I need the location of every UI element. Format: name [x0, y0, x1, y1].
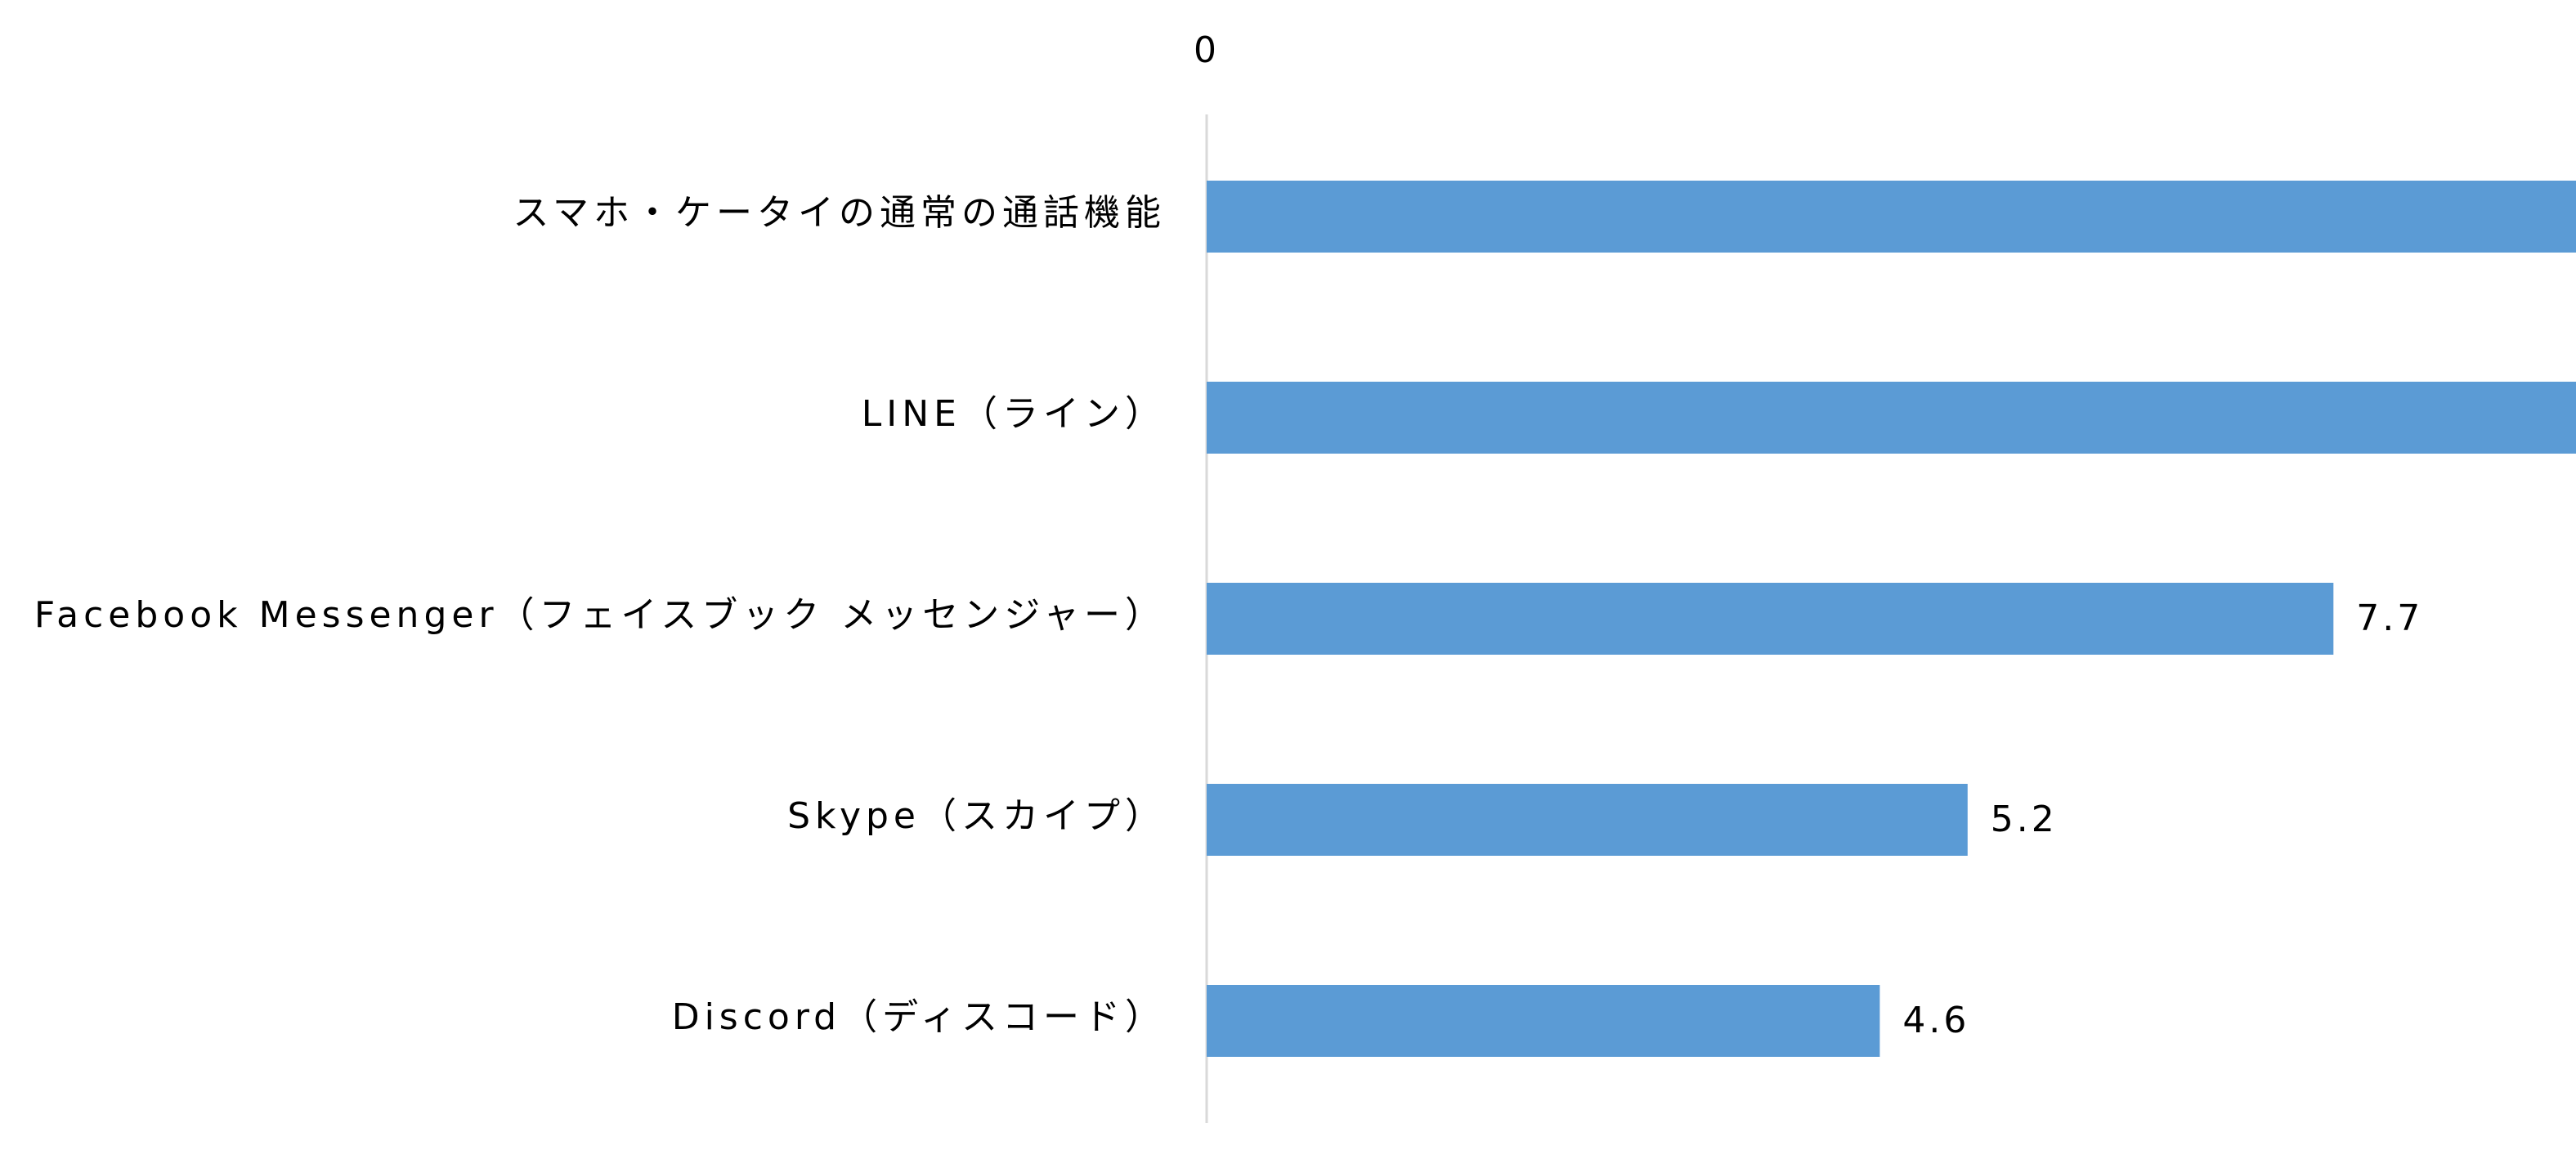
- value-labels: 78.467.57.75.24.6: [1902, 597, 2423, 1041]
- data-label: 7.7: [2356, 597, 2423, 639]
- category-label: Facebook Messenger（フェイスブック メッセンジャー）: [34, 594, 1166, 636]
- category-label: Skype（スカイプ）: [787, 795, 1166, 837]
- bar: [1207, 583, 2334, 655]
- bars: [1207, 181, 2576, 1057]
- bar: [1207, 181, 2576, 253]
- bar: [1207, 985, 1880, 1057]
- category-label: Discord（ディスコード）: [672, 996, 1166, 1038]
- bar: [1207, 382, 2576, 454]
- x-tick-label: 0: [1194, 29, 1220, 71]
- data-label: 4.6: [1902, 1000, 1969, 1041]
- data-label: 5.2: [1991, 799, 2058, 840]
- category-label: LINE（ライン）: [862, 393, 1166, 435]
- category-labels: スマホ・ケータイの通常の通話機能 LINE（ライン） Facebook Messen…: [34, 192, 1166, 1038]
- category-label: スマホ・ケータイの通常の通話機能: [513, 192, 1166, 234]
- bar: [1207, 784, 1968, 856]
- x-axis-ticks: 0102030405060708090: [1194, 29, 1220, 71]
